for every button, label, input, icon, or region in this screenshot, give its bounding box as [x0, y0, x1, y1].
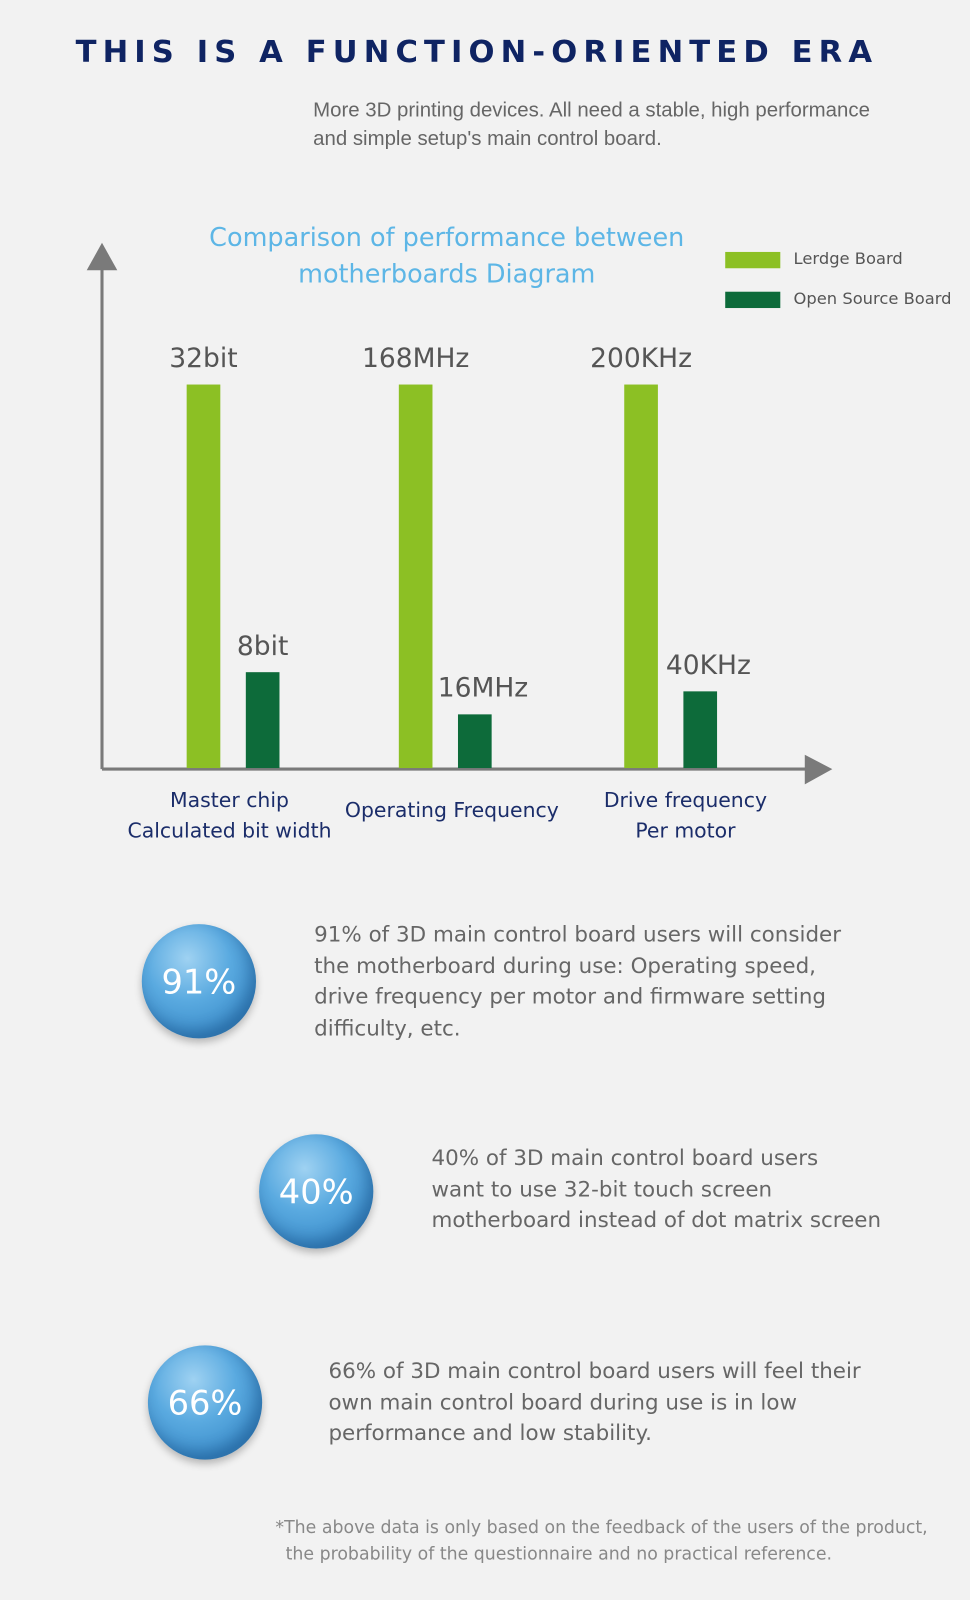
data-label: 8bit — [236, 631, 289, 662]
stat-line: 66% of 3D main control board users will … — [328, 1358, 861, 1384]
bar-chart — [86, 242, 833, 785]
subtitle: More 3D printing devices. All need a sta… — [313, 96, 870, 153]
legend-label-open-source: Open Source Board — [793, 288, 952, 309]
category-line: Calculated bit width — [127, 818, 332, 843]
bar-open-source — [683, 691, 718, 769]
category-line: Operating Frequency — [344, 797, 559, 823]
category-label: Drive frequency Per motor — [553, 784, 818, 845]
stat-text: 91% of 3D main control board users will … — [314, 919, 841, 1043]
data-label: 16MHz — [437, 673, 529, 705]
chart-title: Comparison of performance between mother… — [192, 219, 702, 292]
data-label: 200KHz — [590, 343, 693, 375]
subtitle-line: More 3D printing devices. All need a sta… — [313, 98, 870, 122]
page-title: THIS IS A FUNCTION-ORIENTED ERA — [75, 34, 879, 71]
stat-line: 91% of 3D main control board users will … — [314, 922, 842, 947]
data-label: 32bit — [169, 343, 238, 375]
category-line: Per motor — [635, 818, 736, 843]
footnote-line: *The above data is only based on the fee… — [275, 1517, 928, 1539]
percent-bubble-40: 40% — [259, 1134, 374, 1249]
legend-swatch-open-source — [725, 291, 781, 309]
bar-open-source — [457, 714, 492, 769]
stat-line: performance and low stability. — [328, 1420, 652, 1446]
footnote-line: the probability of the questionnaire and… — [285, 1544, 833, 1565]
category-line: Drive frequency — [603, 787, 768, 812]
stat-line: difficulty, etc. — [314, 1015, 461, 1040]
bar-open-source — [245, 672, 280, 769]
stat-text: 66% of 3D main control board users will … — [328, 1356, 860, 1449]
stat-text: 40% of 3D main control board users want … — [431, 1142, 881, 1235]
bar-lerdge — [398, 384, 433, 769]
category-label: Master chip Calculated bit width — [97, 784, 362, 845]
bar-lerdge — [186, 384, 221, 769]
bar-lerdge — [624, 384, 658, 769]
percent-bubble-66: 66% — [147, 1345, 263, 1460]
category-line: Master chip — [170, 787, 289, 812]
data-label: 40KHz — [665, 650, 751, 682]
legend-swatch-lerdge — [725, 251, 781, 269]
stat-line: own main control board during use is in … — [328, 1389, 797, 1415]
y-axis-arrow-icon — [86, 242, 118, 271]
stat-line: drive frequency per motor and firmware s… — [314, 984, 827, 1009]
x-axis-arrow-icon — [804, 754, 833, 785]
stat-line: motherboard instead of dot matrix screen — [431, 1207, 882, 1233]
percent-bubble-91: 91% — [141, 924, 257, 1039]
subtitle-line: and simple setup's main control board. — [313, 127, 662, 150]
stat-line: the motherboard during use: Operating sp… — [314, 953, 816, 978]
footnote: *The above data is only based on the fee… — [275, 1515, 927, 1568]
category-label: Operating Frequency — [319, 795, 584, 826]
stat-line: want to use 32-bit touch screen — [431, 1176, 773, 1202]
chart-title-line: Comparison of performance between — [209, 222, 685, 252]
data-label: 168MHz — [361, 343, 470, 375]
chart-title-line: motherboards Diagram — [298, 259, 596, 289]
legend-label-lerdge: Lerdge Board — [793, 248, 903, 269]
stat-line: 40% of 3D main control board users — [431, 1145, 819, 1170]
